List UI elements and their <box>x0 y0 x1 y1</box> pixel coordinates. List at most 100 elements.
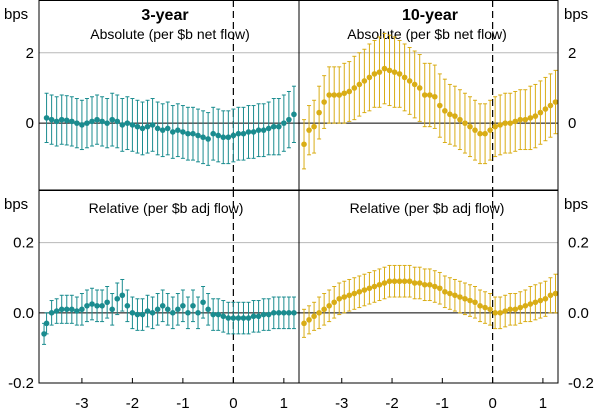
data-point <box>195 310 201 316</box>
data-point <box>53 118 60 125</box>
data-point <box>109 116 116 123</box>
data-point <box>281 120 287 126</box>
x-tick-label: 1 <box>280 395 288 411</box>
data-point <box>114 295 121 302</box>
data-point <box>215 311 222 318</box>
data-point <box>79 122 85 128</box>
data-point <box>149 122 156 128</box>
data-point <box>255 313 262 320</box>
data-point <box>391 69 398 75</box>
data-point <box>376 281 383 288</box>
data-point <box>159 127 166 133</box>
data-point <box>411 280 418 286</box>
data-point <box>527 301 534 307</box>
panel-title-3year: 3-year <box>141 7 188 24</box>
data-point <box>416 280 423 286</box>
data-point <box>134 123 141 130</box>
data-point <box>442 288 448 295</box>
data-point <box>542 295 549 302</box>
data-point <box>447 111 453 118</box>
panel-top-left: 3-year Absolute (per $b net flow) bps <box>4 6 250 42</box>
panel-bottom-left: Relative (per $b adj flow) bps <box>4 196 243 216</box>
data-point <box>276 310 282 316</box>
data-point <box>99 303 105 309</box>
data-point <box>552 290 559 297</box>
data-point <box>502 120 508 126</box>
data-point <box>396 71 403 77</box>
data-point <box>371 71 378 77</box>
data-point <box>477 130 483 137</box>
data-point <box>487 306 493 313</box>
data-point <box>477 303 483 309</box>
data-point <box>69 306 75 313</box>
data-point <box>421 92 428 98</box>
panel-frame <box>38 190 300 384</box>
data-point <box>104 299 110 306</box>
data-point <box>356 288 363 295</box>
data-point <box>507 306 514 313</box>
data-point <box>421 281 428 288</box>
data-point <box>381 65 388 72</box>
data-point <box>169 129 176 135</box>
data-point <box>527 115 534 121</box>
data-point <box>411 81 418 88</box>
panel-subtitle-relative-left: Relative (per $b adj flow) <box>89 200 244 216</box>
data-point <box>472 127 478 133</box>
data-point <box>276 123 282 130</box>
data-point <box>356 81 363 88</box>
data-point <box>250 313 257 320</box>
data-point <box>406 278 413 285</box>
x-tick-label: -2 <box>126 395 139 411</box>
y-unit-label-bottom-left: bps <box>4 196 28 213</box>
data-point <box>195 132 201 139</box>
data-point <box>467 123 473 130</box>
data-point <box>437 285 443 292</box>
y-tick-label: -0.2 <box>8 375 34 392</box>
y-tick-label: 0.2 <box>568 235 589 252</box>
data-point <box>316 310 322 316</box>
data-point <box>74 308 80 314</box>
data-point <box>447 290 453 297</box>
data-point <box>58 116 65 123</box>
panel-title-10year: 10-year <box>402 7 458 24</box>
data-point <box>225 315 232 321</box>
data-point <box>84 303 90 309</box>
data-point <box>281 310 287 316</box>
data-point <box>386 278 393 285</box>
data-point <box>119 122 126 128</box>
data-point <box>306 317 312 323</box>
data-point <box>452 113 458 119</box>
data-point <box>43 115 50 121</box>
data-point <box>512 118 519 125</box>
data-point <box>210 311 216 318</box>
data-point <box>250 129 257 135</box>
data-point <box>149 310 156 316</box>
y-unit-label-top-right: bps <box>564 6 588 23</box>
data-point <box>406 78 413 84</box>
data-point <box>48 310 55 316</box>
y-unit-label-top-left: bps <box>4 6 28 23</box>
data-point <box>89 118 95 125</box>
data-point <box>492 310 498 316</box>
data-point <box>260 127 267 133</box>
data-point <box>185 310 191 316</box>
series-top-left <box>43 85 297 166</box>
data-point <box>291 310 297 316</box>
data-point <box>190 130 196 137</box>
data-point <box>512 306 519 313</box>
data-point <box>472 299 478 306</box>
data-point <box>452 292 458 299</box>
data-point <box>462 120 468 126</box>
data-point <box>69 118 75 125</box>
data-point <box>431 283 438 290</box>
data-point <box>416 85 423 91</box>
data-point <box>301 141 307 148</box>
data-point <box>537 297 544 304</box>
data-point <box>124 303 131 309</box>
data-point <box>507 120 514 126</box>
data-point <box>306 127 312 133</box>
data-point <box>522 116 529 123</box>
panel-subtitle-absolute-right: Absolute (per $b net flow) <box>347 26 507 42</box>
data-point <box>487 127 493 133</box>
